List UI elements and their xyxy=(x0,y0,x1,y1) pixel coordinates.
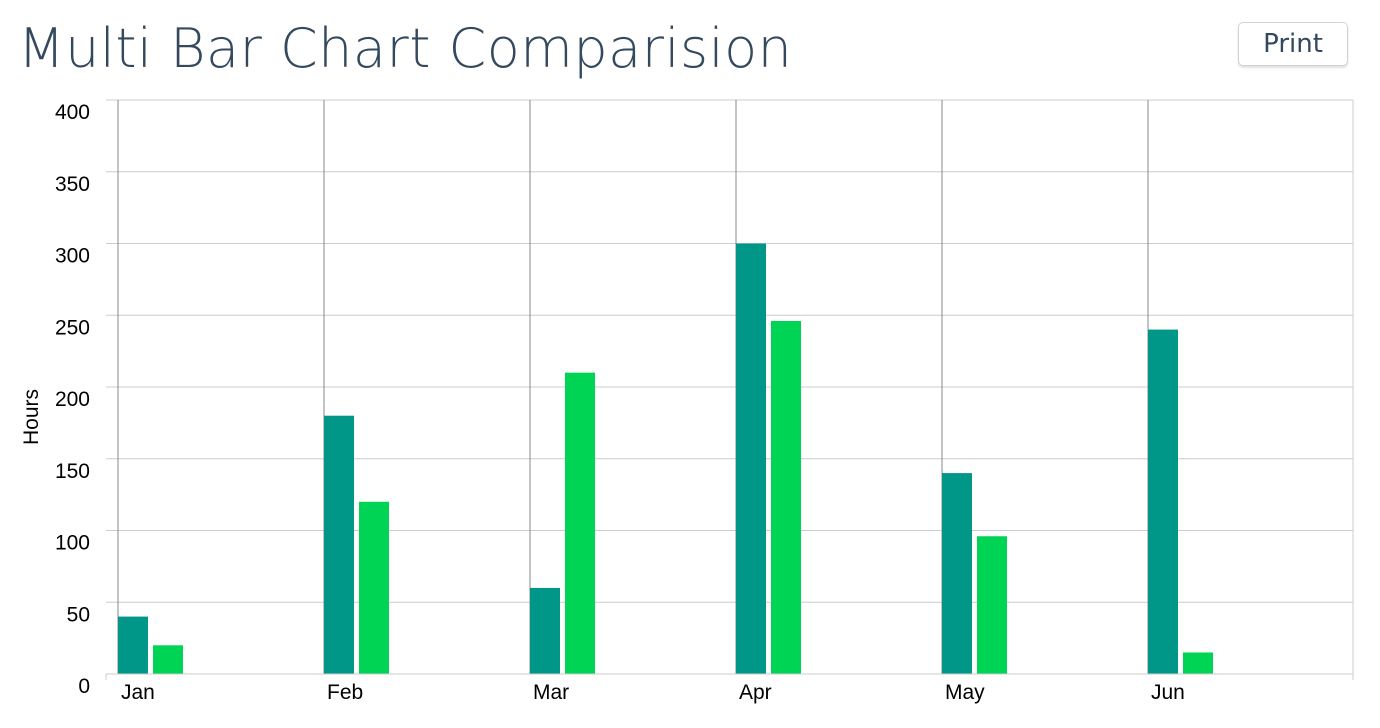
y-tick-label: 400 xyxy=(55,101,90,124)
x-tick-label: Feb xyxy=(327,681,363,704)
x-tick-label: Jan xyxy=(121,681,155,704)
y-tick-label: 150 xyxy=(55,460,90,483)
y-tick-label: 50 xyxy=(67,603,90,626)
y-tick-label: 200 xyxy=(55,388,90,411)
y-tick-label: 350 xyxy=(55,173,90,196)
y-tick-label: 250 xyxy=(55,316,90,339)
print-button[interactable]: Print xyxy=(1238,22,1348,66)
x-tick-label: Jun xyxy=(1151,681,1185,704)
bar-series-2-feb xyxy=(359,501,389,674)
bar-series-1-mar xyxy=(530,587,560,674)
bar-series-1-may xyxy=(942,473,972,674)
bar-series-2-may xyxy=(977,536,1007,674)
bar-series-2-apr xyxy=(771,320,801,674)
bar-series-1-jan xyxy=(118,616,148,674)
bar-series-1-jun xyxy=(1148,329,1178,674)
bar-series-1-feb xyxy=(324,415,354,674)
y-tick-label: 300 xyxy=(55,245,90,268)
page-title: Multi Bar Chart Comparision xyxy=(18,17,793,80)
x-tick-label: May xyxy=(945,681,985,704)
y-axis-title: Hours xyxy=(20,389,43,445)
bar-series-2-jan xyxy=(153,645,183,674)
x-tick-label: Mar xyxy=(533,681,569,704)
bar-series-2-mar xyxy=(565,372,595,674)
chart-grid xyxy=(106,99,1354,674)
bar-series-2-jun xyxy=(1183,652,1213,674)
chart-labels: 0 50 100 150 200 250 300 350 400 Jan Feb Mar Apr May J… xyxy=(20,101,1185,704)
chart-axes xyxy=(105,673,1354,680)
y-tick-label: 100 xyxy=(55,532,90,555)
x-tick-label: Apr xyxy=(739,681,772,704)
chart-bars xyxy=(118,243,1213,674)
y-tick-label: 0 xyxy=(78,675,90,698)
bar-series-1-apr xyxy=(736,243,766,674)
